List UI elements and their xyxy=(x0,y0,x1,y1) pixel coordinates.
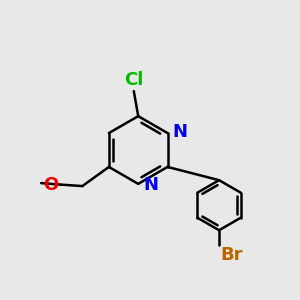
Text: O: O xyxy=(44,176,59,194)
Text: Cl: Cl xyxy=(124,71,143,89)
Text: Br: Br xyxy=(220,246,243,264)
Text: N: N xyxy=(173,123,188,141)
Text: N: N xyxy=(143,176,158,194)
